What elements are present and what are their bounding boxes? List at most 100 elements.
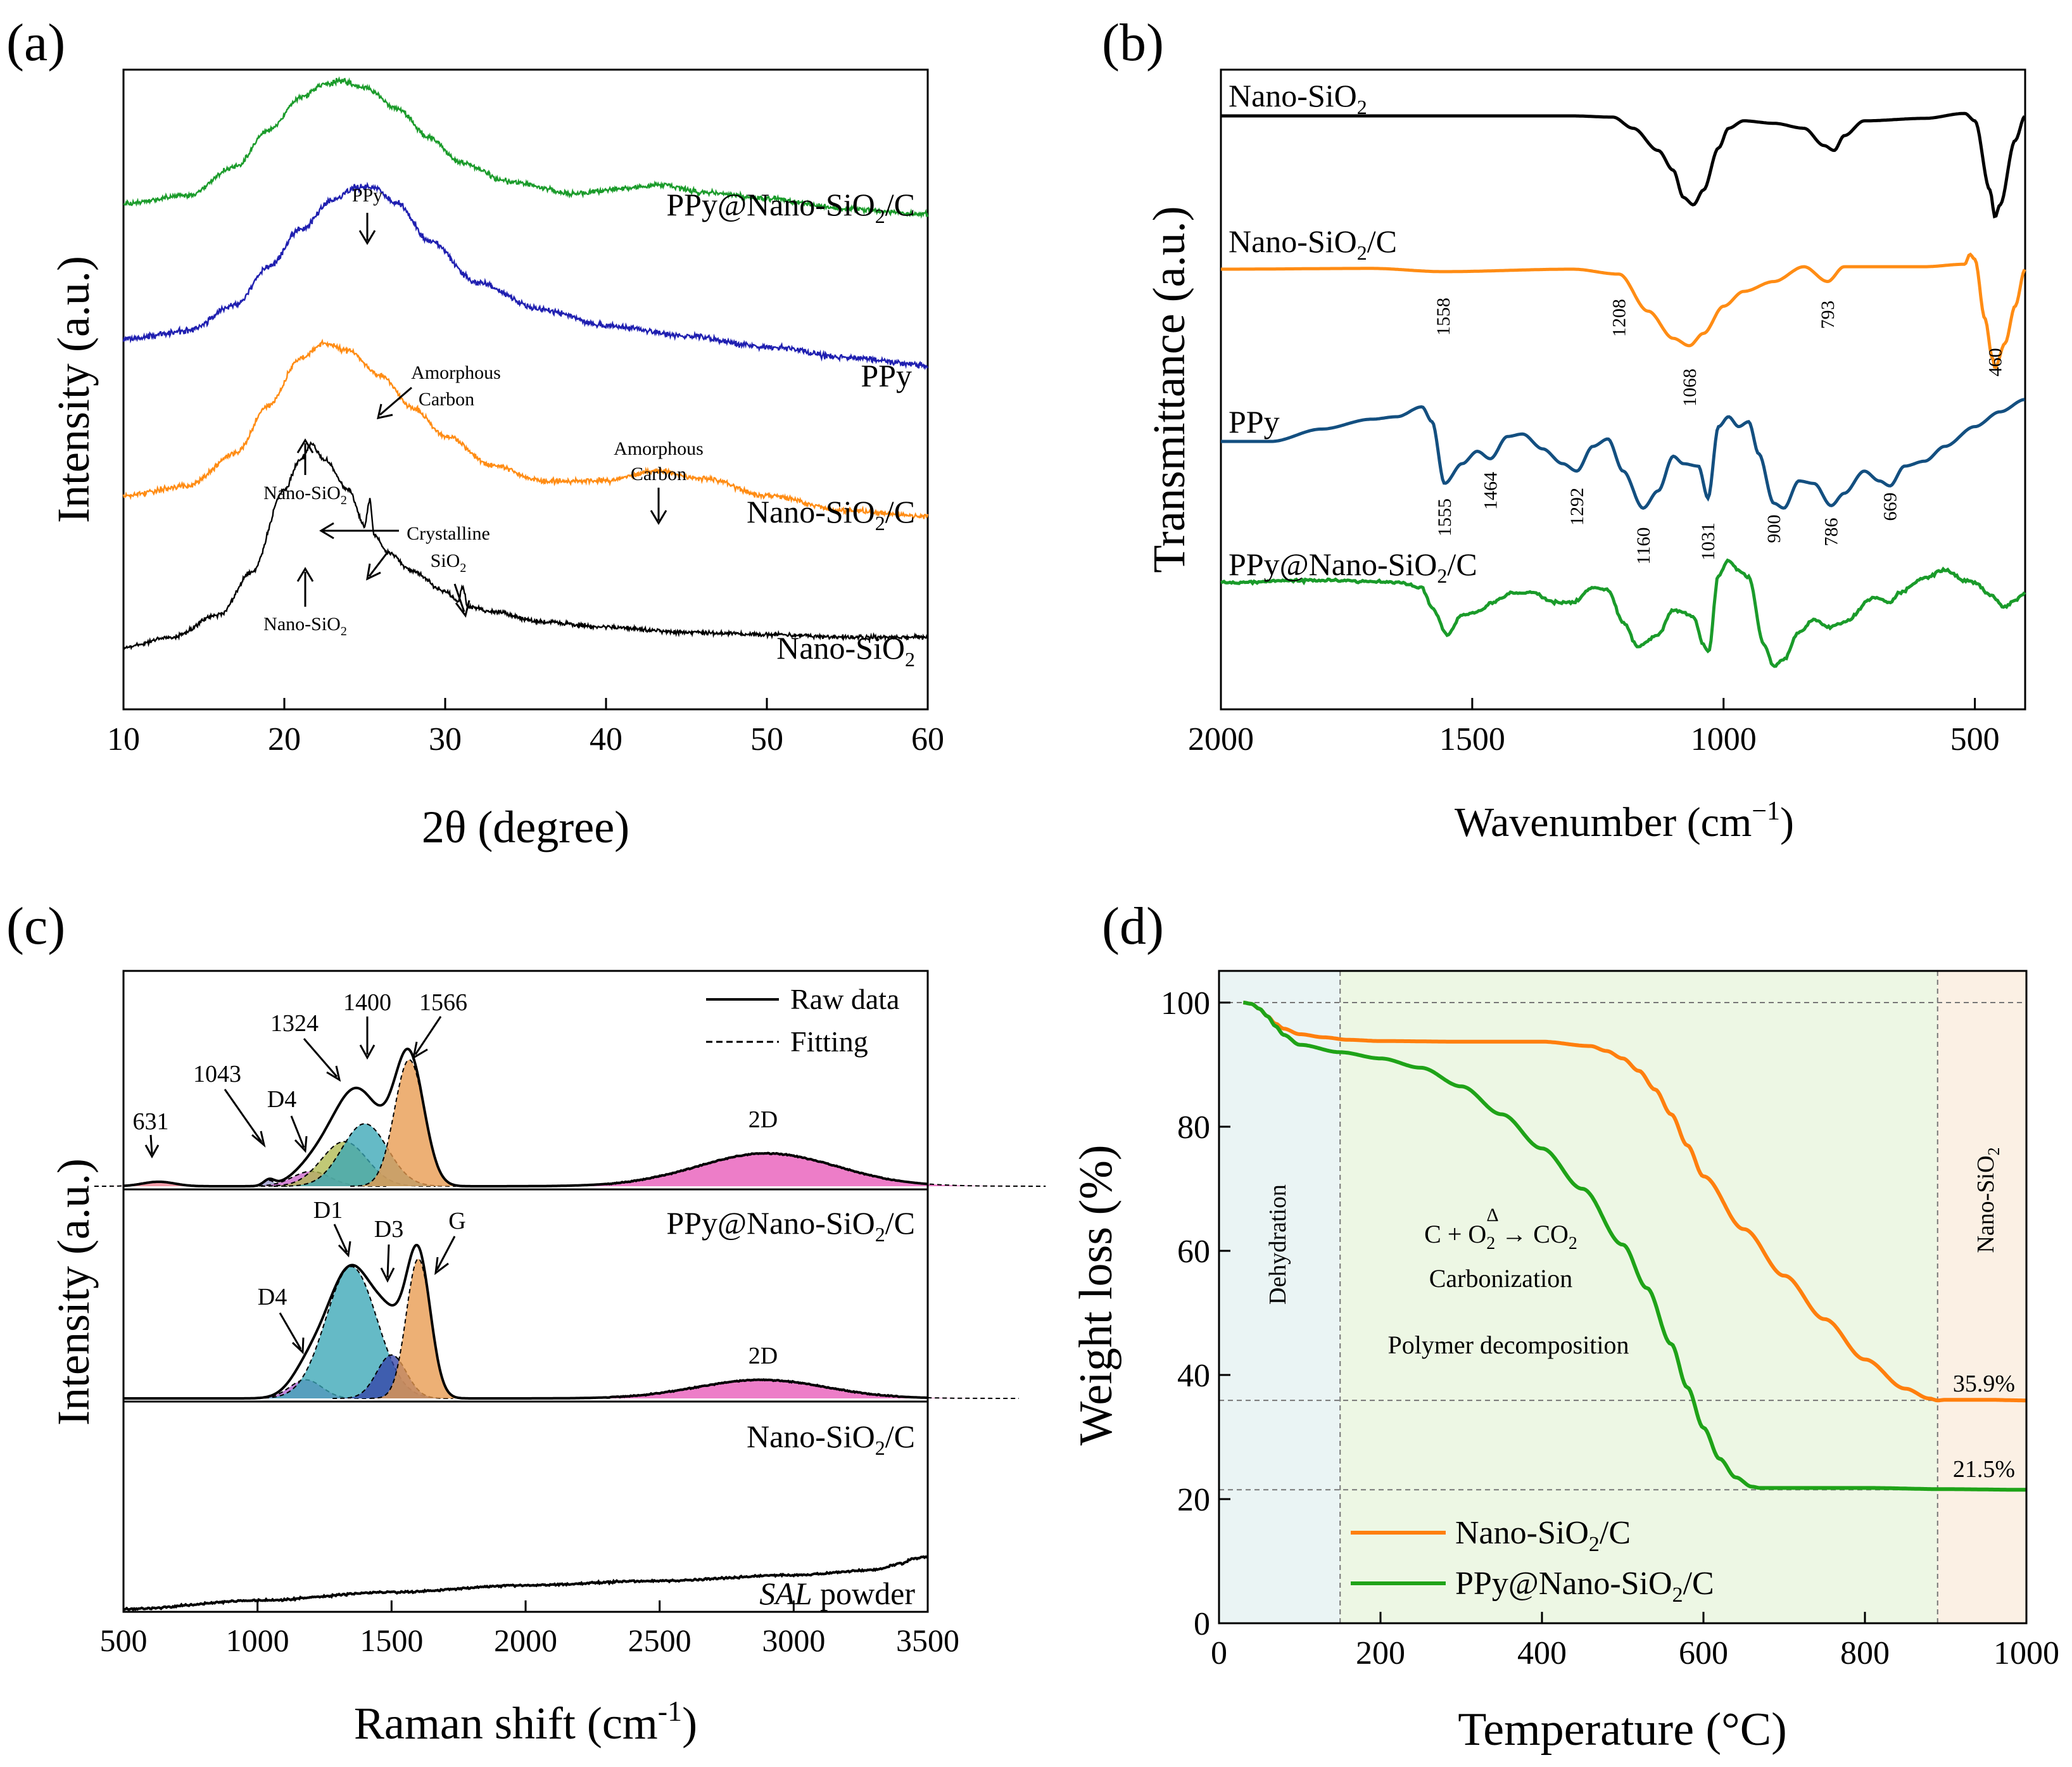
xrd-plot-frame (122, 68, 929, 711)
tga-region-nanosio2: Nano-SiO2 (1973, 1147, 2003, 1253)
xrd-x-tick-label-20: 20 (268, 721, 301, 757)
legend-fit-label: Fitting (790, 1025, 868, 1058)
ftir-x-tick-label-500: 500 (1950, 721, 2000, 757)
xrd-x-tick-label-60: 60 (911, 721, 944, 757)
tga-line-0 (1243, 1001, 2026, 1403)
xrd-x-tick-label-40: 40 (590, 721, 622, 757)
ftir-x-tick-label-2000: 2000 (1188, 721, 1254, 757)
raman-x-tick-label-2500: 2500 (628, 1623, 692, 1658)
ftir-label-nanosio2-c: Nano-SiO2/C (1229, 224, 1397, 264)
raman-plot-frame (122, 970, 929, 1613)
ftir-peak-1558: 1558 (1433, 298, 1454, 336)
xrd-annot-amorphous-2: Amorphous (614, 438, 704, 459)
raman-fit-fill-1-1 (250, 1266, 453, 1398)
raman-label-nanosio2-c: Nano-SiO2/C (747, 1419, 915, 1459)
tga-x-tick-label-400: 400 (1517, 1635, 1567, 1671)
xrd-y-axis-title: Intensity (a.u.) (48, 256, 99, 523)
tga-plot-frame (1218, 970, 2028, 1624)
xrd-annot-amorphous-1: Amorphous (411, 362, 501, 383)
raman-panel: 500 1000 1500 2000 2500 3000 3500 Raw data Fit… (48, 970, 1046, 1749)
ftir-x-tick-label-1500: 1500 (1439, 721, 1505, 757)
raman-legend: Raw data Fitting (706, 983, 899, 1058)
panel-c-label: (c) (6, 897, 65, 956)
raman-label-2d-mid: 2D (749, 1343, 778, 1369)
xrd-x-axis-title: 2θ (degree) (422, 802, 629, 852)
raman-x-tick-label-1500: 1500 (360, 1623, 423, 1658)
tga-reaction-equation: C + O2 → CO2 (1424, 1220, 1577, 1253)
legend-raw-label: Raw data (790, 983, 899, 1015)
raman-arrows (144, 1016, 456, 1355)
xrd-arrows (296, 213, 667, 618)
raman-peak-labels: 631 1043 D4 1324 1400 1566 2D D4 D1 D3 G… (133, 989, 778, 1369)
ftir-peak-460: 460 (1985, 348, 2006, 377)
tga-carbonization: Carbonization (1429, 1264, 1573, 1293)
raman-label-2d-top: 2D (749, 1106, 778, 1133)
ftir-peak-786: 786 (1821, 518, 1842, 547)
raman-label-d4-top: D4 (267, 1086, 296, 1113)
tga-y-tick-label-80: 80 (1177, 1110, 1210, 1146)
ftir-peak-1555: 1555 (1434, 498, 1455, 536)
tga-legend-label-nanosio2-c: Nano-SiO2/C (1455, 1515, 1631, 1556)
tga-region-dehydration: Dehydration (1265, 1184, 1291, 1305)
ftir-line-3 (1220, 558, 2026, 668)
raman-x-tick-label-1000: 1000 (226, 1623, 289, 1658)
panel-b-label: (b) (1102, 13, 1164, 72)
xrd-line-0 (122, 441, 929, 651)
tga-y-tick-label-0: 0 (1194, 1606, 1210, 1642)
tga-region-bg-0 (1219, 971, 1341, 1623)
ftir-series-labels: Nano-SiO2 Nano-SiO2/C PPy PPy@Nano-SiO2/… (1229, 78, 1477, 587)
raman-fit-fill-0-1 (248, 1180, 291, 1186)
ftir-line-0 (1221, 111, 2026, 218)
ftir-series (1220, 111, 2026, 668)
xrd-series (122, 76, 929, 651)
raman-series-labels: PPy@Nano-SiO2/C Nano-SiO2/C SAL powder (666, 1205, 915, 1611)
tga-x-tick-label-1000: 1000 (1993, 1635, 2059, 1671)
ftir-panel: 2000 1500 1000 500 Nano-SiO2 Nano-SiO2/C PP… (1144, 68, 2026, 846)
raman-label-g: G (448, 1208, 465, 1234)
tga-y-tick-label-20: 20 (1177, 1482, 1210, 1518)
xrd-annotations: PPy Amorphous Carbon Nano-SiO2 Amorphous… (263, 185, 704, 638)
xrd-line-2 (122, 181, 928, 370)
tga-x-tick-label-600: 600 (1679, 1635, 1728, 1671)
ftir-peak-1292: 1292 (1567, 488, 1588, 526)
raman-x-axis-title: Raman shift (cm-1) (354, 1695, 697, 1749)
raman-fit-fill-1-3 (370, 1258, 467, 1398)
ftir-line-2 (1221, 398, 2025, 510)
xrd-label-nanosio2: Nano-SiO2 (776, 630, 915, 671)
ftir-peak-1031: 1031 (1698, 522, 1719, 560)
raman-label-d1: D1 (313, 1197, 343, 1224)
ftir-peak-1068: 1068 (1679, 369, 1700, 407)
tga-reaction-delta: Δ (1486, 1205, 1498, 1226)
tga-reaction: C + O2 → CO2 Δ Carbonization Polymer dec… (1387, 1205, 1629, 1359)
tga-guide-lines (1219, 971, 2026, 1623)
raman-fit-fill-0-6 (488, 1153, 1046, 1186)
raman-label-ppy-nanosio2-c: PPy@Nano-SiO2/C (666, 1205, 915, 1246)
xrd-x-ticks: 10 20 30 40 50 60 (107, 698, 944, 757)
tga-region-bg-1 (1340, 971, 1938, 1623)
xrd-annot-carbon-1: Carbon (419, 389, 474, 410)
ftir-x-axis-title: Wavenumber (cm−1) (1455, 797, 1794, 846)
raman-x-tick-label-3500: 3500 (896, 1623, 959, 1658)
raman-fit-fill-0-5 (350, 1060, 469, 1186)
ftir-peak-1464: 1464 (1480, 472, 1501, 510)
ftir-line-1 (1221, 252, 2026, 369)
raman-x-ticks: 500 1000 1500 2000 2500 3000 3500 (100, 1600, 959, 1658)
raman-label-d3: D3 (374, 1216, 403, 1243)
panel-d-label: (d) (1102, 897, 1164, 956)
xrd-annot-nanosio2-2: Nano-SiO2 (263, 614, 347, 638)
tga-region-bg-2 (1937, 971, 2026, 1623)
raman-x-tick-label-500: 500 (100, 1623, 148, 1658)
raman-raw-1 (123, 1243, 928, 1400)
tga-x-axis-title: Temperature (°C) (1458, 1704, 1787, 1756)
ftir-peak-669: 669 (1880, 493, 1901, 521)
xrd-x-tick-label-30: 30 (429, 721, 462, 757)
xrd-annot-nanosio2-1: Nano-SiO2 (263, 483, 347, 507)
tga-axis-ticks: 0 200 400 600 800 1000 0 20 40 60 80 100 (1161, 985, 2059, 1671)
raman-label-1566: 1566 (419, 989, 467, 1016)
raman-label-sal-powder: SAL powder (759, 1576, 915, 1611)
xrd-x-tick-label-50: 50 (750, 721, 783, 757)
ftir-peak-793: 793 (1817, 301, 1838, 329)
raman-raw-0 (123, 1048, 928, 1188)
ftir-plot-frame (1220, 68, 2026, 711)
